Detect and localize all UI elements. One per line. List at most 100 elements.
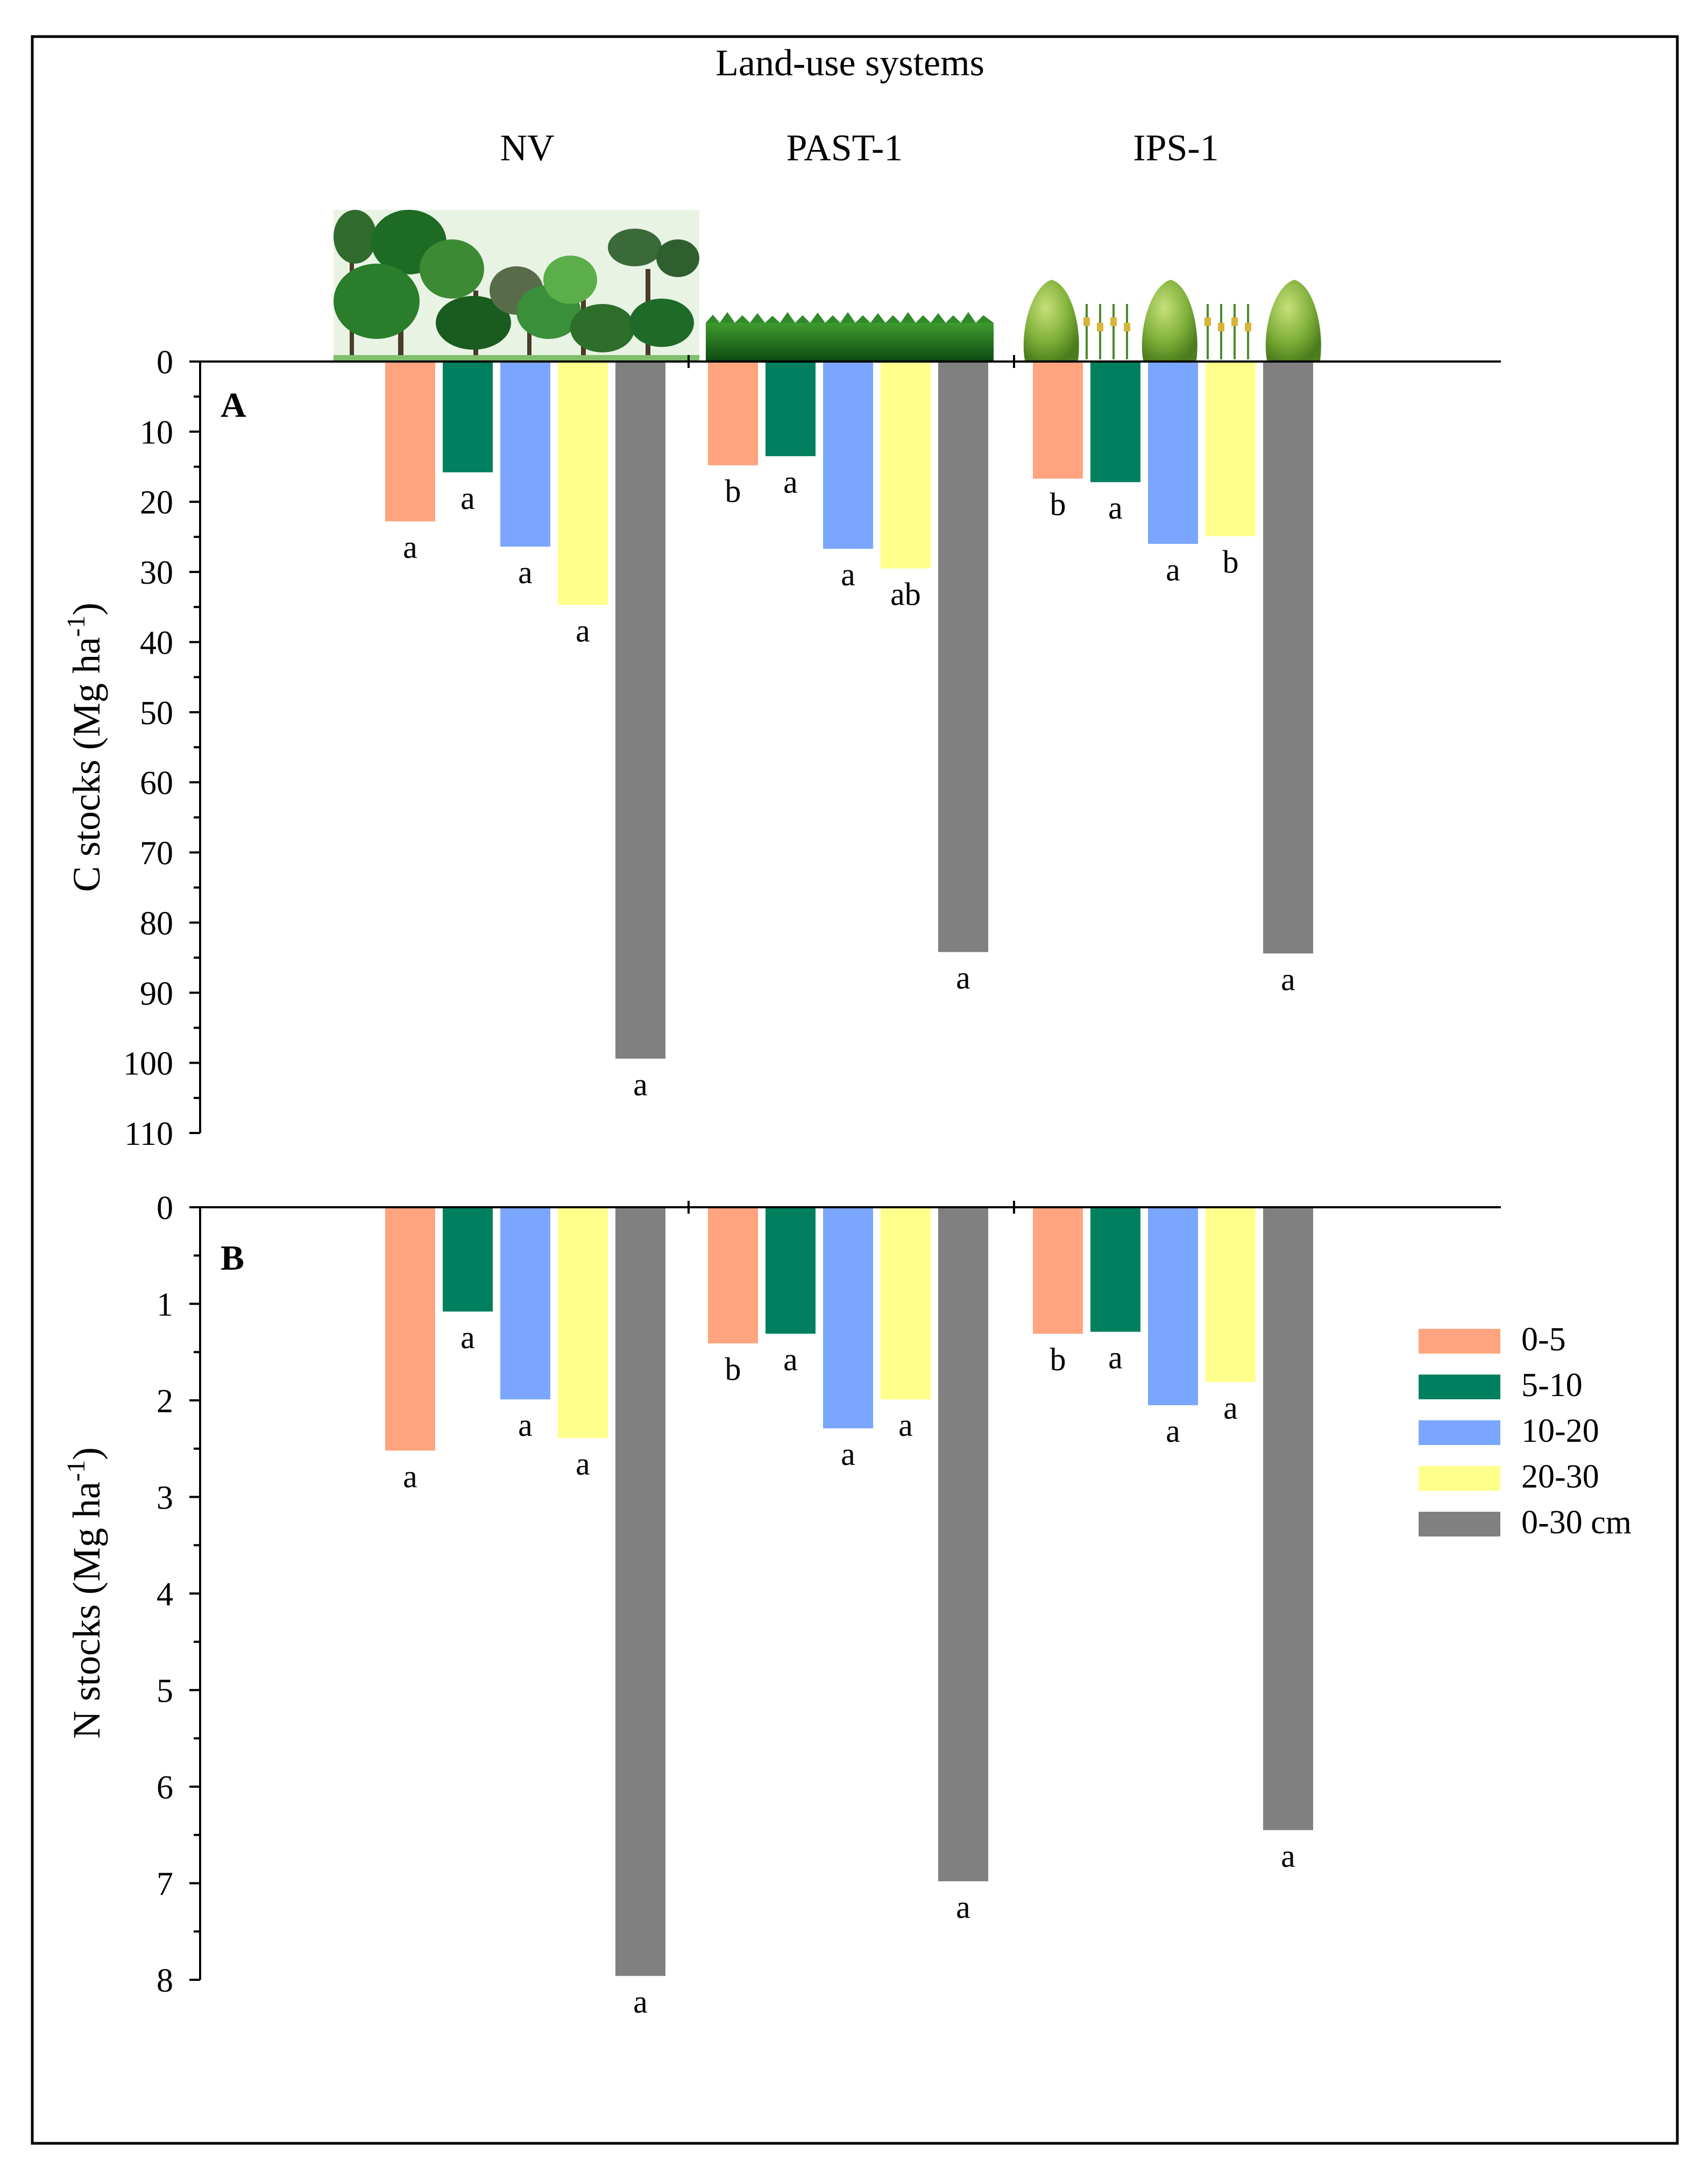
y-tick-label: 60 bbox=[140, 765, 173, 802]
system-label-past-1: PAST-1 bbox=[786, 128, 903, 169]
bar bbox=[766, 362, 816, 456]
bar bbox=[1090, 1207, 1140, 1332]
y-tick-label: 90 bbox=[140, 975, 173, 1012]
y-tick-label: 40 bbox=[140, 625, 173, 661]
panel-b: a b b a a a a a a a a a a a a 0 1 2 3 4 5 6 7 8 B N stocks (Mg… bbox=[62, 1190, 1501, 2020]
figure-title: Land-use systems bbox=[715, 43, 984, 84]
y-tick-label: 30 bbox=[140, 555, 173, 591]
bar bbox=[443, 362, 493, 472]
significance-letter: a bbox=[1223, 1390, 1238, 1426]
bar bbox=[1148, 362, 1198, 544]
bar bbox=[708, 362, 758, 465]
significance-letter: a bbox=[518, 555, 533, 590]
y-tick-label: 3 bbox=[157, 1480, 173, 1517]
legend-label: 5-10 bbox=[1521, 1367, 1583, 1404]
significance-letter: a bbox=[633, 1067, 648, 1102]
significance-letter: a bbox=[898, 1407, 913, 1443]
panel-b-significance-letters: a b b a a a a a a a a a a a a bbox=[403, 1320, 1295, 2020]
y-tick-label: 7 bbox=[157, 1866, 173, 1903]
legend-label: 0-5 bbox=[1521, 1321, 1566, 1358]
y-tick-label: 0 bbox=[157, 1190, 173, 1227]
bar bbox=[615, 362, 665, 1059]
panel-a-y-axis-ticks: 0 10 20 30 40 50 60 70 80 90 100 110 bbox=[123, 344, 200, 1152]
significance-letter: a bbox=[1108, 1340, 1123, 1376]
bar bbox=[500, 1207, 550, 1400]
y-tick-label: 0 bbox=[157, 344, 173, 381]
y-tick-label: 110 bbox=[124, 1116, 173, 1152]
y-tick-label: 80 bbox=[140, 905, 173, 942]
panel-a-label: A bbox=[221, 386, 246, 425]
significance-letter: a bbox=[841, 557, 855, 592]
bar bbox=[558, 362, 608, 605]
system-label-nv: NV bbox=[500, 128, 554, 169]
significance-letter: a bbox=[403, 1458, 417, 1494]
panel-b-y-axis-ticks: 0 1 2 3 4 5 6 7 8 bbox=[157, 1190, 200, 1999]
legend-label: 10-20 bbox=[1521, 1413, 1599, 1449]
panel-b-bars bbox=[385, 1207, 1313, 1976]
forest-illustration bbox=[334, 210, 699, 362]
significance-letter: a bbox=[576, 1446, 590, 1482]
significance-letter: a bbox=[1281, 1838, 1295, 1874]
bar bbox=[500, 362, 550, 547]
significance-letter: a bbox=[841, 1436, 855, 1472]
y-tick-label: 5 bbox=[157, 1673, 173, 1710]
significance-letter: a bbox=[1108, 490, 1123, 526]
bar bbox=[385, 362, 435, 522]
significance-letter: a bbox=[783, 464, 798, 500]
significance-letter: b bbox=[1223, 544, 1239, 580]
legend: 0-5 5-10 10-20 20-30 0-30 cm bbox=[1419, 1321, 1632, 1541]
panel-b-label: B bbox=[221, 1238, 244, 1278]
bar bbox=[1263, 362, 1313, 954]
bar bbox=[938, 1207, 988, 1881]
bar bbox=[881, 362, 931, 569]
bar bbox=[1033, 362, 1083, 479]
legend-swatch bbox=[1419, 1512, 1500, 1536]
significance-letter: a bbox=[1166, 552, 1180, 587]
bar bbox=[881, 1207, 931, 1400]
bar bbox=[615, 1207, 665, 1976]
legend-label: 0-30 cm bbox=[1521, 1504, 1632, 1541]
significance-letter: a bbox=[956, 1889, 970, 1925]
panel-a-y-axis-label: C stocks (Mg ha-1) bbox=[62, 603, 108, 892]
panel-b-y-axis-label: N stocks (Mg ha-1) bbox=[62, 1447, 108, 1739]
bar bbox=[1148, 1207, 1198, 1405]
bar bbox=[938, 362, 988, 952]
y-tick-label: 1 bbox=[157, 1287, 173, 1323]
system-label-ips-1: IPS-1 bbox=[1133, 128, 1218, 169]
y-tick-label: 8 bbox=[157, 1963, 173, 1999]
y-tick-label: 2 bbox=[157, 1383, 173, 1420]
significance-letter: a bbox=[783, 1342, 798, 1377]
significance-letter: b bbox=[1050, 487, 1066, 522]
bar bbox=[1263, 1207, 1313, 1830]
bar bbox=[823, 362, 873, 549]
bar bbox=[823, 1207, 873, 1429]
y-tick-label: 50 bbox=[140, 695, 173, 732]
legend-swatch bbox=[1419, 1420, 1500, 1445]
significance-letter: b bbox=[725, 473, 741, 509]
significance-letter: a bbox=[1281, 961, 1295, 997]
significance-letter: ab bbox=[890, 577, 921, 612]
bar bbox=[1090, 362, 1140, 483]
bar bbox=[1033, 1207, 1083, 1334]
significance-letter: b bbox=[1050, 1342, 1066, 1377]
significance-letter: a bbox=[956, 960, 970, 996]
y-tick-label: 100 bbox=[123, 1046, 173, 1082]
bar bbox=[1206, 362, 1256, 536]
bar bbox=[766, 1207, 816, 1334]
significance-letter: a bbox=[460, 480, 475, 516]
bar bbox=[1206, 1207, 1256, 1382]
bar bbox=[558, 1207, 608, 1439]
legend-label: 20-30 bbox=[1521, 1458, 1599, 1495]
significance-letter: a bbox=[633, 1984, 648, 2020]
bar bbox=[708, 1207, 758, 1344]
shrub-crop-illustration bbox=[1023, 280, 1321, 360]
y-tick-label: 10 bbox=[140, 414, 173, 451]
significance-letter: a bbox=[460, 1320, 475, 1355]
legend-swatch bbox=[1419, 1329, 1500, 1354]
significance-letter: a bbox=[518, 1407, 533, 1443]
grass-illustration bbox=[706, 312, 994, 362]
legend-swatch bbox=[1419, 1375, 1500, 1399]
